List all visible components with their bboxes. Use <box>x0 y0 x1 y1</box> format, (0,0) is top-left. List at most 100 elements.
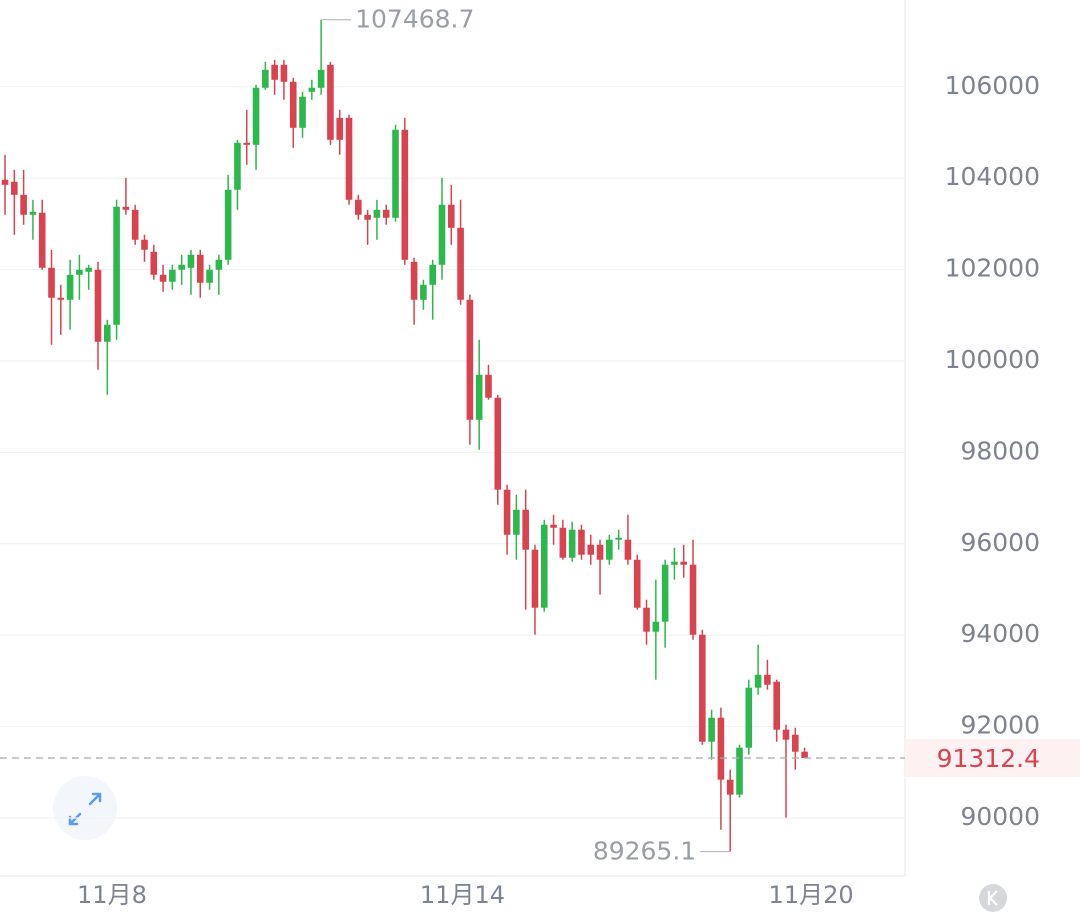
candle-body <box>643 607 650 632</box>
max-label: 107468.7 <box>355 5 474 34</box>
k-button-bg[interactable] <box>979 884 1007 912</box>
candle-body <box>661 564 669 622</box>
candle-body <box>38 212 46 268</box>
price-tag-bg <box>905 738 1080 777</box>
candle-body <box>680 561 688 565</box>
candle-body <box>94 269 102 342</box>
y-tick-label: 106000 <box>945 71 1040 100</box>
candle-body <box>20 194 27 215</box>
candle-body <box>280 64 288 82</box>
candle-body <box>48 267 55 298</box>
expand-icon[interactable] <box>68 792 102 826</box>
y-tick-label: 104000 <box>945 162 1040 191</box>
candle-body <box>364 214 371 220</box>
candle-body <box>791 734 799 752</box>
candle-body <box>652 621 660 632</box>
candle-body <box>85 267 92 272</box>
candle-body <box>568 529 576 558</box>
candle-body <box>345 117 353 200</box>
candle-body <box>57 297 65 300</box>
candle-body <box>466 299 474 420</box>
candles <box>1 19 808 852</box>
k-button[interactable] <box>979 884 1007 912</box>
candle-body <box>782 729 790 740</box>
candle-body <box>243 142 251 145</box>
candle-body <box>522 509 529 550</box>
candle-body <box>66 274 74 300</box>
candle-body <box>196 254 204 283</box>
candle-body <box>150 251 158 275</box>
candle-body <box>438 204 446 265</box>
candle-body <box>113 206 120 325</box>
candle-body <box>717 717 725 780</box>
candle-body <box>754 674 762 688</box>
candle-body <box>178 264 185 270</box>
candle-body <box>141 239 148 250</box>
candle-body <box>624 539 632 560</box>
candle-body <box>550 524 557 528</box>
candle-body <box>317 69 325 88</box>
candle-body <box>726 779 734 795</box>
candle-body <box>122 206 130 210</box>
candle-body <box>736 747 743 795</box>
candle-body <box>234 142 241 190</box>
y-tick-label: 90000 <box>960 802 1040 831</box>
candle-body <box>773 681 780 730</box>
grid <box>0 86 905 819</box>
min-label: 89265.1 <box>593 837 696 866</box>
candle-body <box>578 529 585 555</box>
candle-body <box>215 259 223 270</box>
y-tick-label: 96000 <box>960 528 1040 557</box>
candle-body <box>401 129 409 260</box>
candle-body <box>447 204 455 228</box>
y-tick-label: 92000 <box>960 711 1040 740</box>
candle-body <box>262 69 269 88</box>
candle-body <box>801 751 808 758</box>
candle-body <box>308 87 316 92</box>
candle-body <box>327 64 334 140</box>
candle-body <box>494 397 502 490</box>
candle-body <box>336 117 344 140</box>
candle-body <box>503 489 511 535</box>
candle-body <box>131 209 139 240</box>
candle-body <box>1 179 9 185</box>
candle-body <box>540 524 548 608</box>
candle-body <box>289 81 297 128</box>
candle-body <box>457 227 464 300</box>
candle-body <box>252 87 260 145</box>
candle-body <box>382 209 390 218</box>
candle-body <box>587 544 595 555</box>
k-icon[interactable] <box>987 890 998 906</box>
candle-body <box>745 687 753 748</box>
candle-body <box>103 324 111 342</box>
candle-body <box>169 269 176 282</box>
candle-body <box>159 274 167 282</box>
candle-body <box>475 374 483 420</box>
candle-body <box>410 261 418 300</box>
candle-body <box>689 564 697 635</box>
y-tick-label: 94000 <box>960 619 1040 648</box>
candle-body <box>355 199 362 215</box>
candle-body <box>513 509 520 535</box>
x-tick-label: 11月14 <box>420 881 505 909</box>
x-tick-label: 11月20 <box>769 881 854 909</box>
candle-body <box>615 537 622 540</box>
y-tick-label: 100000 <box>945 345 1040 374</box>
price-tag: 91312.4 <box>937 744 1040 773</box>
candle-body <box>299 96 306 128</box>
candle-body <box>29 211 37 215</box>
candle-body <box>699 634 706 742</box>
x-tick-label: 11月8 <box>77 881 147 909</box>
candle-body <box>596 544 604 560</box>
candle-body <box>708 717 715 742</box>
expand-button-bg[interactable] <box>53 776 117 840</box>
candle-body <box>11 181 18 195</box>
candle-body <box>76 269 83 275</box>
candle-body <box>187 254 195 268</box>
candle-body <box>633 559 641 608</box>
expand-button[interactable] <box>53 776 117 840</box>
candle-body <box>764 674 771 685</box>
candle-body <box>373 209 381 218</box>
